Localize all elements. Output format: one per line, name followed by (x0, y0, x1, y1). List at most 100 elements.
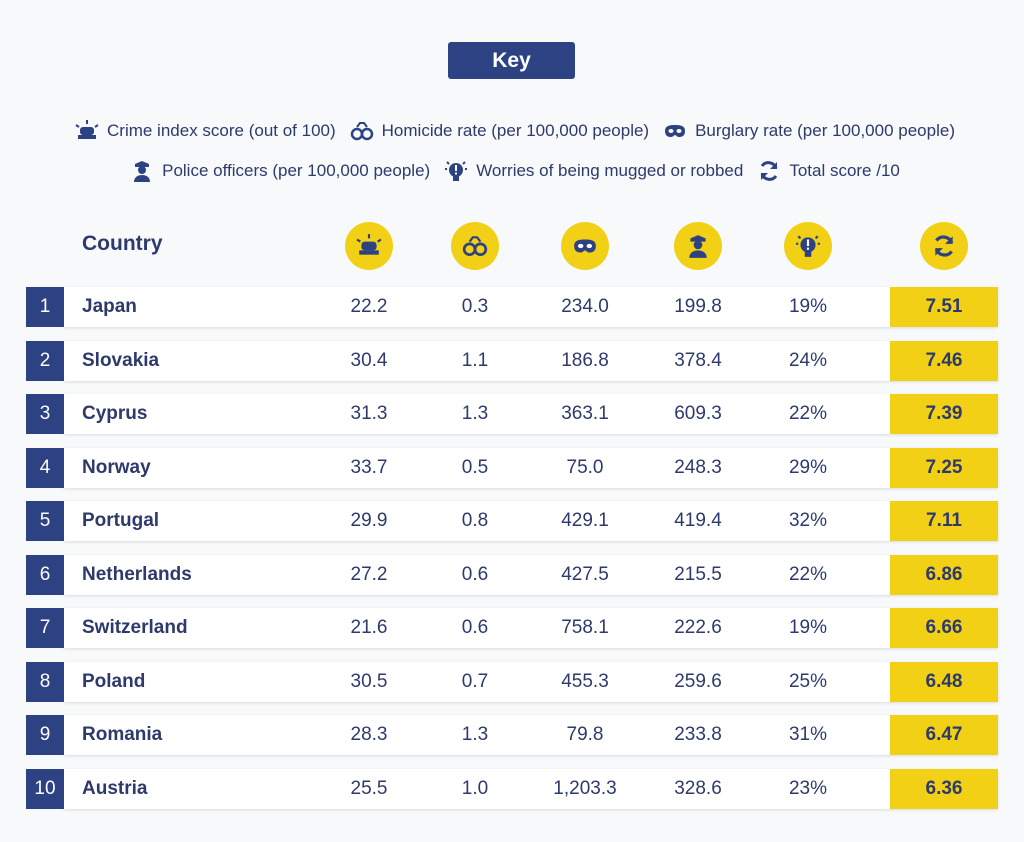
value-cell: 0.8 (461, 510, 489, 531)
legend-item: Homicide rate (per 100,000 people) (381, 121, 650, 140)
score-cell: 6.36 (890, 768, 998, 809)
value-cell: 233.8 (674, 724, 722, 745)
value-cell: 0.7 (461, 670, 489, 692)
table-row (64, 287, 998, 327)
column-icon (784, 222, 832, 270)
icon (444, 161, 469, 182)
rank-cell: 6 (26, 554, 64, 595)
table-row (64, 661, 998, 702)
value-cell: 419.4 (674, 510, 722, 531)
country-cell: Switzerland (82, 617, 188, 638)
score-cell: 7.51 (890, 287, 998, 327)
rank-cell: 7 (26, 608, 64, 648)
country-cell: Japan (82, 296, 137, 317)
country-cell: Romania (82, 724, 163, 745)
legend-item: Worries of being mugged or robbed (476, 161, 744, 180)
score-cell: 6.66 (890, 608, 998, 648)
score-cell: 7.46 (890, 340, 998, 381)
value-cell: 0.6 (461, 617, 489, 638)
table-row (64, 340, 998, 381)
value-cell: 31.3 (350, 403, 388, 424)
value-cell: 248.3 (674, 456, 722, 478)
value-cell: 429.1 (561, 510, 609, 531)
value-cell: 186.8 (561, 349, 609, 371)
value-cell: 29% (788, 456, 828, 478)
value-cell: 328.6 (674, 777, 722, 799)
legend-item: Crime index score (out of 100) (107, 121, 336, 140)
icon (134, 161, 151, 182)
country-header: Country (82, 232, 163, 255)
value-cell: 79.8 (566, 724, 604, 745)
country-cell: Netherlands (82, 563, 192, 585)
value-cell: 1.3 (461, 724, 489, 745)
value-cell: 1.3 (461, 403, 489, 424)
rank-cell: 3 (26, 394, 64, 434)
value-cell: 455.3 (561, 670, 609, 692)
score-cell: 7.39 (890, 394, 998, 434)
country-cell: Austria (82, 777, 148, 799)
value-cell: 25.5 (350, 777, 388, 799)
table-row (64, 554, 998, 595)
rank-cell: 5 (26, 501, 64, 541)
value-cell: 0.3 (461, 296, 489, 317)
country-cell: Poland (82, 670, 146, 692)
rank-cell: 9 (26, 715, 64, 755)
score-cell: 7.11 (890, 501, 998, 541)
score-cell: 6.48 (890, 661, 998, 702)
table-row (64, 768, 998, 809)
legend-line: Police officers (per 100,000 people) Wor… (0, 159, 1024, 183)
table-row (64, 715, 998, 755)
value-cell: 427.5 (561, 563, 609, 585)
legend-item: Total score /10 (789, 161, 900, 180)
country-cell: Portugal (82, 510, 160, 531)
value-cell: 22% (788, 563, 828, 585)
icon (75, 119, 99, 140)
value-cell: 22.2 (350, 296, 388, 317)
value-cell: 259.6 (674, 670, 722, 692)
value-cell: 31% (788, 724, 828, 745)
value-cell: 363.1 (561, 403, 609, 424)
icon (759, 160, 779, 182)
table-row (64, 394, 998, 434)
score-cell: 7.25 (890, 447, 998, 488)
value-cell: 30.5 (350, 670, 388, 692)
column-icon (345, 222, 393, 270)
rank-cell: 10 (26, 768, 64, 809)
table-row (64, 501, 998, 541)
value-cell: 199.8 (674, 296, 722, 317)
value-cell: 75.0 (566, 456, 604, 478)
key-button: Key (448, 42, 575, 79)
legend-item: Police officers (per 100,000 people) (162, 161, 431, 180)
icon (350, 121, 373, 141)
value-cell: 24% (788, 349, 828, 371)
value-cell: 28.3 (350, 724, 388, 745)
value-cell: 33.7 (350, 456, 388, 478)
value-cell: 30.4 (350, 349, 388, 371)
value-cell: 25% (788, 670, 828, 692)
value-cell: 609.3 (674, 403, 722, 424)
country-cell: Norway (82, 456, 151, 478)
table-row (64, 608, 998, 648)
value-cell: 1.1 (461, 349, 489, 371)
country-cell: Cyprus (82, 403, 148, 424)
rank-cell: 2 (26, 340, 64, 381)
value-cell: 23% (788, 777, 828, 799)
value-cell: 0.5 (461, 456, 489, 478)
value-cell: 378.4 (674, 349, 722, 371)
value-cell: 222.6 (674, 617, 722, 638)
legend-line: Crime index score (out of 100) Homicide … (0, 119, 1024, 143)
value-cell: 215.5 (674, 563, 722, 585)
score-cell: 6.86 (890, 554, 998, 595)
value-cell: 22% (788, 403, 828, 424)
legend-item: Burglary rate (per 100,000 people) (695, 121, 955, 140)
value-cell: 29.9 (350, 510, 388, 531)
value-cell: 32% (788, 510, 828, 531)
rank-cell: 8 (26, 661, 64, 702)
value-cell: 27.2 (350, 563, 388, 585)
value-cell: 19% (788, 296, 828, 317)
value-cell: 234.0 (561, 296, 609, 317)
value-cell: 1,203.3 (553, 777, 617, 799)
column-icon (674, 222, 722, 270)
country-cell: Slovakia (82, 349, 160, 371)
